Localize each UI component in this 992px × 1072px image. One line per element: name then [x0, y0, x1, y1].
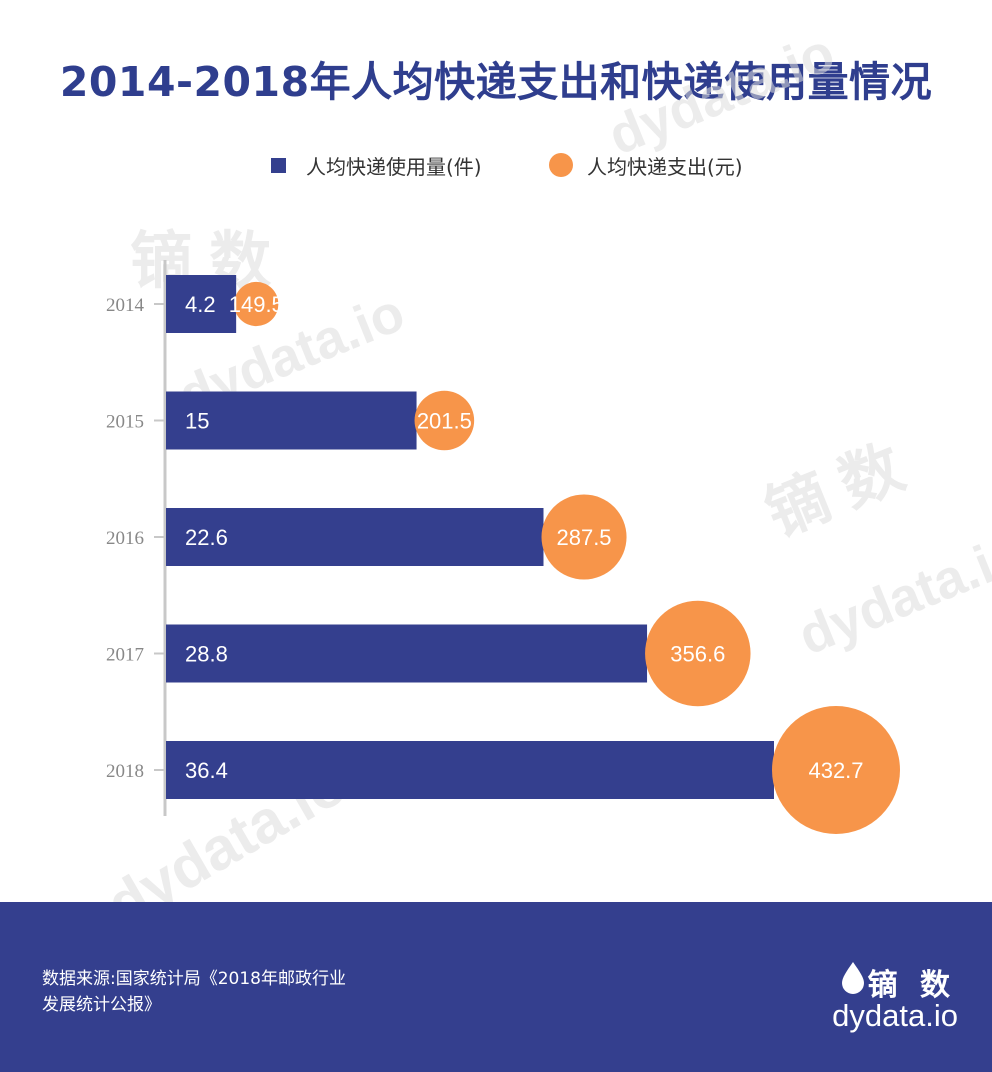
y-tick-label: 2018: [106, 761, 144, 782]
legend-circle-icon: [549, 153, 573, 177]
legend-item-usage: 人均快递使用量(件): [271, 148, 482, 182]
y-tick-label: 2014: [106, 295, 145, 316]
spend-bubble-label: 201.5: [417, 409, 472, 434]
usage-bar-label: 22.6: [185, 525, 228, 550]
usage-bar-label: 4.2: [185, 292, 216, 317]
usage-bar-label: 36.4: [185, 758, 228, 783]
logo-en: dydata.io: [832, 998, 958, 1033]
spend-bubble: [414, 390, 475, 451]
spend-bubble-label: 149.5: [229, 292, 284, 317]
usage-bar: [166, 391, 417, 450]
legend-item-spend: 人均快递支出(元): [549, 148, 743, 182]
usage-bar: [166, 624, 648, 683]
legend: 人均快递使用量(件) 人均快递支出(元): [0, 148, 992, 182]
spend-bubble-label: 356.6: [670, 642, 725, 667]
usage-bar: [166, 275, 237, 333]
usage-bar-label: 28.8: [185, 642, 228, 667]
spend-bubble-label: 432.7: [808, 758, 863, 783]
legend-label-spend: 人均快递支出(元): [587, 154, 743, 179]
spend-bubble: [541, 494, 627, 580]
chart-title: 2014-2018年人均快递支出和快递使用量情况: [59, 58, 933, 106]
legend-square-icon: [271, 157, 286, 173]
data-source: 数据来源:国家统计局《2018年邮政行业发展统计公报》: [42, 969, 346, 1015]
y-tick-label: 2015: [106, 412, 144, 433]
chart-area: 2014 4.2 149.5 2015 15 201.5 2016 22.6 287.5 2017…: [106, 260, 900, 834]
footer: 数据来源:国家统计局《2018年邮政行业发展统计公报》 镝 数 dydata.i…: [0, 902, 992, 1072]
usage-bar: [166, 508, 544, 566]
y-tick-label: 2017: [106, 645, 144, 666]
spend-bubble: [772, 706, 900, 834]
spend-bubble: [234, 281, 279, 327]
y-tick-label: 2016: [106, 528, 144, 549]
logo-drop-icon: [842, 962, 864, 994]
logo-cn: 镝 数: [867, 968, 956, 1003]
spend-bubble: [645, 600, 751, 707]
usage-bar-label: 15: [185, 409, 209, 434]
spend-bubble-label: 287.5: [556, 525, 611, 550]
usage-bar: [166, 741, 774, 799]
legend-label-usage: 人均快递使用量(件): [306, 154, 482, 179]
